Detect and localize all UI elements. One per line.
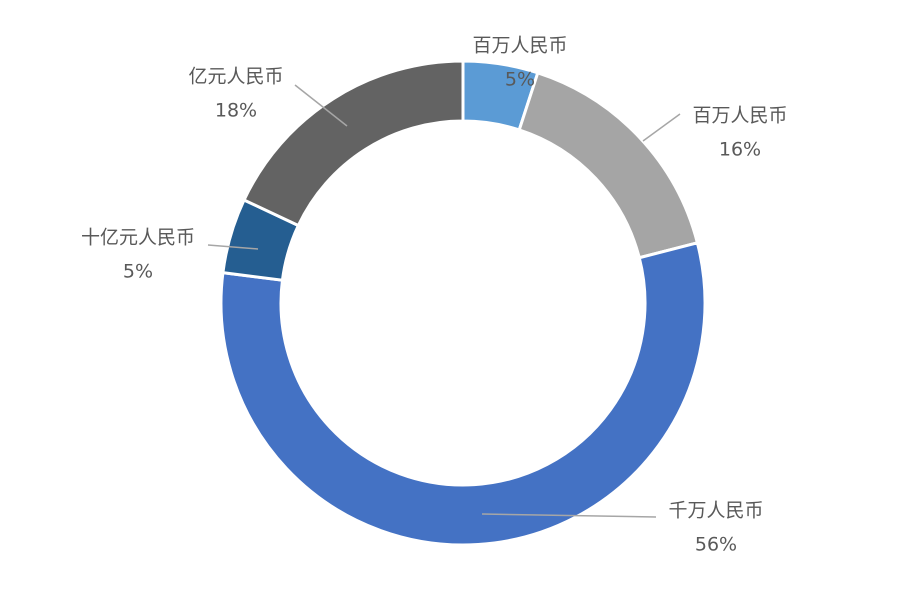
slice-category-label: 百万人民币 — [692, 105, 787, 127]
slice-category-label: 千万人民币 — [668, 500, 763, 522]
slice-percent-label: 5% — [123, 261, 153, 283]
slice-category-label: 亿元人民币 — [188, 66, 283, 88]
leader-line — [294, 84, 348, 127]
leader-line — [642, 113, 681, 142]
data-label-group: 百万人民币 5% 百万人民币 16% 千万人民币 56% 十亿元人民币 5% 亿元人民币 18% — [81, 35, 788, 556]
slice-percent-label: 18% — [215, 100, 257, 122]
slice-category-label: 百万人民币 — [472, 35, 567, 57]
slice-percent-label: 5% — [505, 69, 535, 91]
donut-slice — [219, 240, 707, 547]
donut-slice — [242, 59, 465, 228]
leader-line-group — [207, 84, 681, 518]
slice-group — [219, 59, 707, 547]
slice-percent-label: 56% — [695, 534, 737, 556]
leader-line — [481, 513, 657, 518]
slice-percent-label: 16% — [719, 139, 761, 161]
donut-slice — [517, 70, 700, 260]
leader-line — [207, 244, 259, 250]
slice-category-label: 十亿元人民币 — [81, 227, 195, 249]
